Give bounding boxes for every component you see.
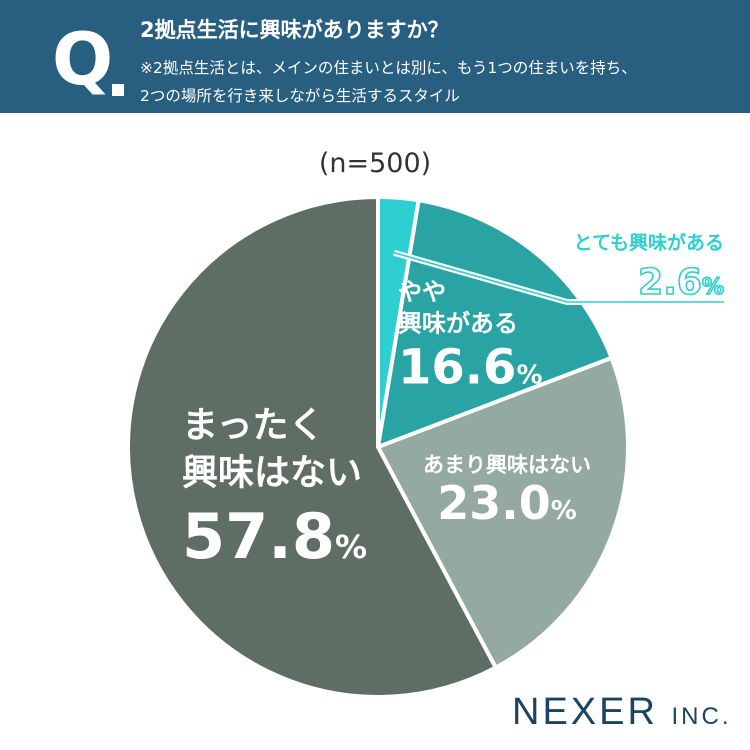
question-text: 2拠点生活に興味がありますか？ (140, 18, 449, 42)
label-somewhat-interested-text-1: やや (398, 278, 446, 306)
sample-size-label: (n=500) (318, 148, 432, 179)
logo-sub: INC. (671, 703, 732, 730)
label-somewhat-interested-text-2: 興味がある (398, 310, 518, 338)
question-header: Q 2拠点生活に興味がありますか？ ※2拠点生活とは、メインの住まいとは別に、も… (0, 0, 750, 113)
question-note-line2: 2つの場所を行き来しながら生活するスタイル (140, 87, 460, 105)
nexer-logo: NEXER INC. (512, 690, 731, 739)
logo-main: NEXER (512, 691, 658, 733)
label-not-very-interested-percent: % (551, 496, 577, 526)
label-not-very-interested-text-1: あまり興味はない (423, 453, 591, 477)
label-very-interested: とても興味がある 2.6% (574, 231, 725, 304)
q-dot (112, 84, 124, 96)
label-not-interested-at-all-value: 57.8% (182, 500, 367, 573)
slice-not-interested-at-all (126, 195, 498, 699)
label-not-interested-at-all-percent: % (335, 528, 367, 566)
label-not-interested-at-all-text-1: まったく (182, 405, 325, 446)
label-somewhat-interested-percent: % (516, 361, 542, 391)
label-somewhat-interested-value: 16.6% (398, 340, 543, 396)
slice-not-very-interested (376, 355, 630, 670)
question-note-line1: ※2拠点生活とは、メインの住まいとは別に、もう1つの住まいを持ち、 (140, 59, 637, 77)
pie-slices (126, 195, 630, 699)
label-not-interested-at-all-text-2: 興味はない (182, 453, 362, 494)
q-mark: Q (52, 17, 114, 101)
pie-labels: やや興味がある16.6%あまり興味はない23.0%まったく興味はない57.8%と… (182, 231, 725, 573)
label-very-interested-percent: % (702, 275, 724, 300)
label-very-interested-value: 2.6% (638, 262, 724, 303)
label-very-interested-text: とても興味がある (574, 231, 724, 254)
callout-line (393, 251, 724, 303)
